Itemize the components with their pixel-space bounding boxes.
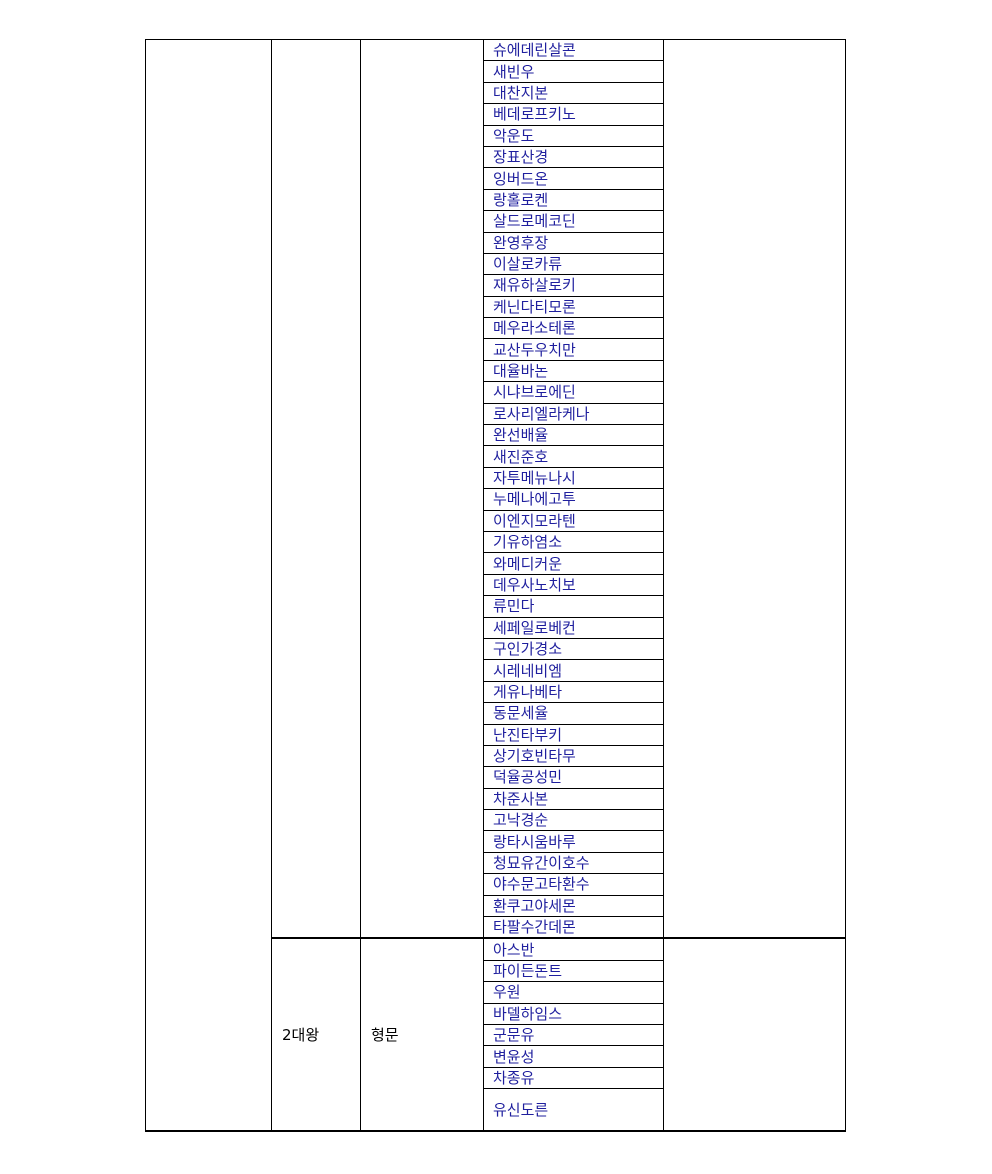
name-cell: 데우사노치보 [483, 573, 664, 597]
name-cell: 류민다 [483, 595, 664, 618]
name-cell: 타팔수간데몬 [483, 916, 664, 940]
name-cell: 재유하살로키 [483, 274, 664, 297]
name-cell: 완영후장 [483, 231, 664, 254]
name-cell: 메우라소테론 [483, 317, 664, 340]
group-title-cell [271, 39, 361, 940]
name-cell: 청묘유간이호수 [483, 851, 664, 875]
name-cell: 랑타시움바루 [483, 830, 664, 853]
name-cell: 케닌다티모론 [483, 295, 664, 319]
name-cell: 장표산경 [483, 145, 664, 169]
name-cell: 파이든돈트 [483, 959, 664, 983]
name-cell: 교산두우치만 [483, 338, 664, 361]
table-row: 덕율공성민 [146, 766, 846, 789]
table-row: 차종유 [146, 1066, 846, 1090]
name-cell: 바델하임스 [483, 1002, 664, 1025]
name-cell: 슈에데린살콘 [483, 38, 664, 62]
name-cell: 차종유 [483, 1066, 664, 1090]
name-cell: 차준사본 [483, 787, 664, 811]
table-row: 로사리엘라케나 [146, 402, 846, 426]
table-row: 이살로카류 [146, 252, 846, 276]
name-cell: 자투메뉴나시 [483, 466, 664, 490]
name-cell: 악운도 [483, 124, 664, 147]
name-cell: 고낙경순 [483, 809, 664, 832]
name-cell: 상기호빈타무 [483, 744, 664, 768]
name-cell: 로사리엘라케나 [483, 402, 664, 426]
name-cell: 덕율공성민 [483, 766, 664, 789]
name-cell: 이살로카류 [483, 252, 664, 276]
name-cell: 베데로프키노 [483, 103, 664, 126]
name-cell: 군문유 [483, 1023, 664, 1047]
name-cell: 대찬지본 [483, 81, 664, 105]
name-cell: 누메나에고투 [483, 488, 664, 511]
table-row: 장표산경 [146, 145, 846, 169]
name-cell: 시냐브로에딘 [483, 381, 664, 404]
name-cell: 유신도른 [483, 1088, 664, 1133]
table-row: 청묘유간이호수 [146, 851, 846, 875]
name-cell: 난진타부키 [483, 723, 664, 746]
table-row: 난진타부키 [146, 723, 846, 746]
table-row: 메우라소테론 [146, 317, 846, 340]
group-role-cell [360, 39, 484, 940]
table-row: 완선배율 [146, 424, 846, 447]
table-row: 바델하임스 [146, 1002, 846, 1025]
table-row: 데우사노치보 [146, 573, 846, 597]
table-row: 차준사본 [146, 787, 846, 811]
name-cell: 와메디커운 [483, 552, 664, 575]
name-cell: 게유나베타 [483, 680, 664, 704]
group-role-cell: 형문 [360, 937, 484, 1133]
name-cell: 우원 [483, 981, 664, 1004]
table-row: 상기호빈타무 [146, 744, 846, 768]
notes-cell [663, 39, 846, 940]
table-row: 교산두우치만 [146, 338, 846, 361]
table-row: 2대왕 형문 아스반 [146, 937, 846, 1133]
table-row: 타팔수간데몬 [146, 916, 846, 940]
table-row: 슈에데린살콘 [145, 38, 846, 1133]
name-cell: 대율바논 [483, 359, 664, 383]
group-title-cell: 2대왕 [271, 937, 361, 1133]
name-cell: 기유하염소 [483, 530, 664, 554]
table-row: 세페일로베컨 [146, 616, 846, 639]
table-row: 유신도른 [146, 1088, 846, 1133]
name-cell: 잉버드온 [483, 167, 664, 190]
notes-cell [663, 937, 846, 1133]
name-cell: 완선배율 [483, 424, 664, 447]
name-table: 슈에데린살콘 새빈우 대찬지본 베데로프키노 악운도 장표산경 잉버드온 랑홀로켄 살드로메코딘… [145, 38, 846, 1133]
name-cell: 이엔지모라텐 [483, 509, 664, 532]
table-row: 게유나베타 [146, 680, 846, 704]
name-cell: 동문세율 [483, 702, 664, 725]
table-row: 시냐브로에딘 [146, 381, 846, 404]
table-row: 고낙경순 [146, 809, 846, 832]
name-cell: 살드로메코딘 [483, 210, 664, 233]
name-cell: 구인가경소 [483, 637, 664, 661]
table-row: 환쿠고야세몬 [146, 894, 846, 918]
name-cell: 랑홀로켄 [483, 188, 664, 212]
name-cell: 변윤성 [483, 1045, 664, 1068]
table-row: 자투메뉴나시 [146, 466, 846, 490]
table-row: 변윤성 [146, 1045, 846, 1068]
name-cell: 환쿠고야세몬 [483, 894, 664, 918]
table-row: 야수문고타환수 [146, 873, 846, 896]
name-cell: 새빈우 [483, 60, 664, 83]
name-cell: 새진준호 [483, 445, 664, 468]
table-row: 이엔지모라텐 [146, 509, 846, 532]
table-row: 완영후장 [146, 231, 846, 254]
table-row: 누메나에고투 [146, 488, 846, 511]
category-cell [145, 39, 272, 1133]
name-cell: 아스반 [483, 937, 664, 961]
name-cell: 세페일로베컨 [483, 616, 664, 639]
name-cell: 야수문고타환수 [483, 873, 664, 896]
name-cell: 시레네비엠 [483, 659, 664, 682]
table-row: 기유하염소 [146, 530, 846, 554]
